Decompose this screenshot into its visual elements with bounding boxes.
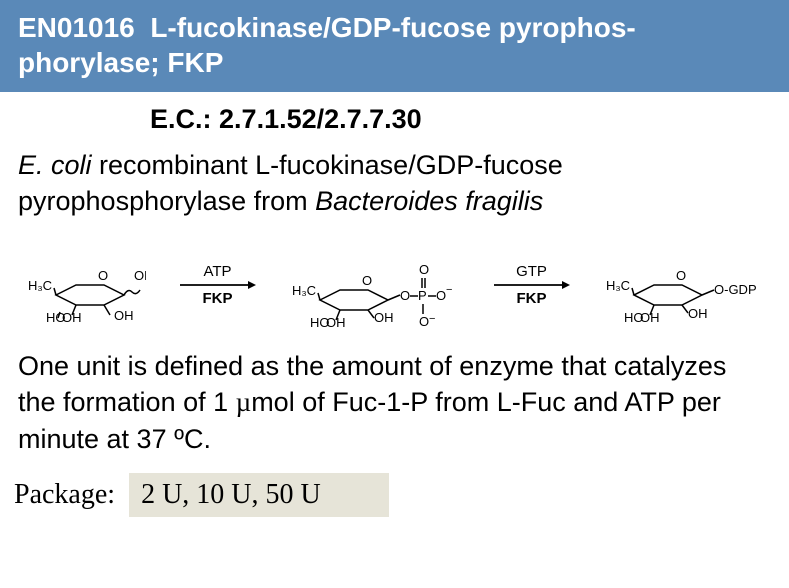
svg-text:O: O (436, 288, 446, 303)
svg-text:H₃C: H₃C (292, 283, 316, 298)
product-title-line1: L-fucokinase/GDP-fucose pyrophos- (150, 12, 635, 43)
arrow1-bottom: FKP (203, 290, 233, 307)
product-description: E. coli recombinant L-fucokinase/GDP-fuc… (0, 147, 789, 234)
ec-number-line: E.C.: 2.7.1.52/2.7.7.30 (0, 92, 789, 147)
reaction-scheme: OH H₃C O OH OH HO ATP FKP H₃C O (0, 234, 789, 344)
svg-text:H₃C: H₃C (28, 278, 52, 293)
svg-text:O: O (362, 273, 372, 288)
sugar-2: H₃C O OH OH HO O P O − O O − (290, 240, 460, 330)
svg-text:H₃C: H₃C (606, 278, 630, 293)
svg-text:−: − (446, 284, 452, 296)
svg-text:HO: HO (624, 310, 644, 325)
svg-text:OH: OH (374, 310, 394, 325)
package-row: Package: 2 U, 10 U, 50 U (0, 473, 789, 517)
reaction-arrow-1: ATP FKP (173, 263, 263, 307)
product-code: EN01016 (18, 12, 135, 43)
description-organism2: Bacteroides fragilis (315, 186, 543, 216)
svg-text:O: O (400, 288, 410, 303)
svg-text:HO: HO (46, 310, 66, 325)
svg-text:OH: OH (688, 306, 708, 321)
svg-text:OH: OH (114, 308, 134, 323)
package-label: Package: (0, 473, 129, 517)
svg-text:O: O (676, 268, 686, 283)
svg-text:P: P (418, 288, 427, 303)
svg-text:O: O (98, 268, 108, 283)
ec-value: 2.7.1.52/2.7.7.30 (219, 104, 422, 134)
product-header: EN01016 L-fucokinase/GDP-fucose pyrophos… (0, 0, 789, 92)
svg-text:O-GDP: O-GDP (714, 282, 757, 297)
ec-label: E.C.: (150, 104, 212, 134)
sugar-3: H₃C O OH OH HO O-GDP (604, 240, 764, 330)
svg-text:OH: OH (134, 268, 146, 283)
package-value: 2 U, 10 U, 50 U (129, 473, 389, 517)
svg-text:−: − (429, 313, 435, 325)
svg-text:O: O (419, 262, 429, 277)
sugar-1: OH H₃C O OH OH HO (26, 240, 146, 330)
unit-definition: One unit is defined as the amount of enz… (0, 344, 789, 473)
reaction-arrow-2: GTP FKP (487, 263, 577, 307)
description-organism1: E. coli (18, 150, 92, 180)
arrow2-bottom: FKP (517, 290, 547, 307)
svg-text:O: O (419, 314, 429, 329)
unit-mu: µ (236, 387, 252, 417)
svg-text:HO: HO (310, 315, 330, 330)
product-title-line2: phorylase; FKP (18, 47, 223, 78)
